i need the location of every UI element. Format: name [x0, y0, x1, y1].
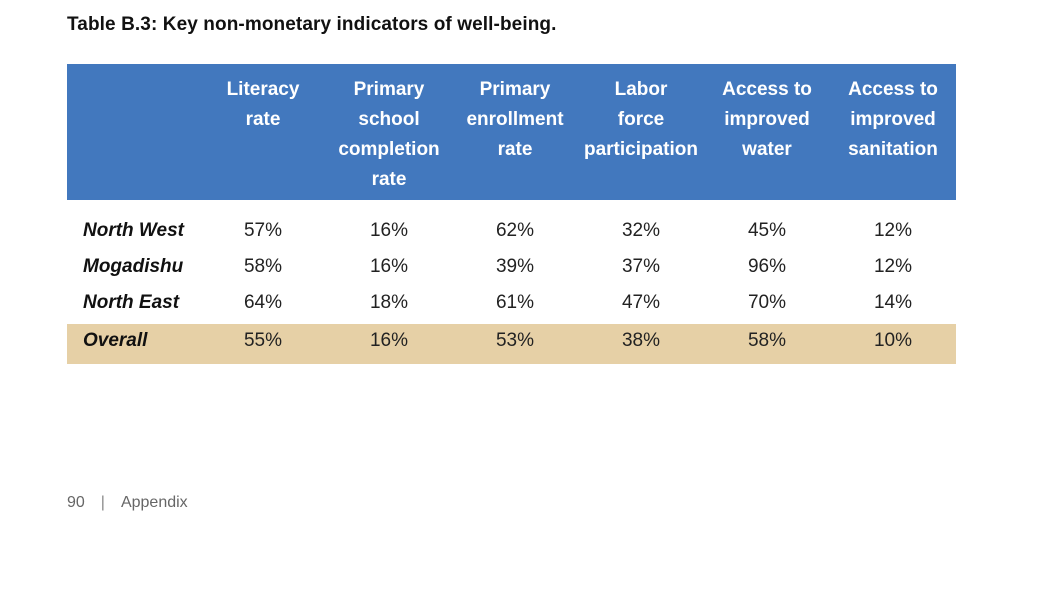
table-cell: 45%	[747, 220, 787, 241]
table-cell: 38%	[621, 330, 661, 351]
table-cell: 47%	[621, 292, 661, 313]
table-cell: 37%	[621, 256, 661, 277]
column-header-literacy: Literacy rate	[226, 79, 300, 130]
row-label: Mogadishu	[83, 256, 184, 277]
table-cell: 70%	[747, 292, 787, 313]
table-cell: 64%	[243, 292, 283, 313]
table-cell: 18%	[369, 292, 409, 313]
table-cell: 62%	[495, 220, 535, 241]
table-cell: 14%	[873, 292, 913, 313]
footer-separator: |	[100, 494, 105, 511]
table-cell: 16%	[369, 330, 409, 351]
column-header-completion: Primary school completion rate	[338, 79, 440, 190]
table-cell: 32%	[621, 220, 661, 241]
indicators-table: Literacy rate Primary school completion …	[67, 64, 956, 364]
table-cell: 53%	[495, 330, 535, 351]
table-cell: 16%	[369, 220, 409, 241]
table-row: North East 64% 18% 61% 47% 70% 14%	[67, 286, 956, 322]
table-row: North West 57% 16% 62% 32% 45% 12%	[67, 214, 956, 250]
table-cell: 16%	[369, 256, 409, 277]
table-cell: 96%	[747, 256, 787, 277]
table-row: Mogadishu 58% 16% 39% 37% 96% 12%	[67, 250, 956, 286]
column-header-enrollment: Primary enrollment rate	[466, 79, 564, 160]
column-header-labor: Labor force participation	[583, 79, 698, 160]
table-cell: 61%	[495, 292, 535, 313]
column-header-water: Access to improved water	[722, 79, 812, 160]
section-name: Appendix	[120, 494, 188, 511]
table-cell: 39%	[495, 256, 535, 277]
table-header: Literacy rate Primary school completion …	[67, 64, 956, 200]
table-cell: 12%	[873, 220, 913, 241]
table-cell: 10%	[873, 330, 913, 351]
row-label: North West	[83, 220, 184, 241]
page-footer: 90 | Appendix	[67, 494, 188, 512]
table-cell: 58%	[243, 256, 283, 277]
table-cell: 58%	[747, 330, 787, 351]
table-cell: 57%	[243, 220, 283, 241]
row-label: North East	[83, 292, 180, 313]
page-number: 90	[67, 494, 85, 511]
table-title: Table B.3: Key non-monetary indicators o…	[67, 14, 557, 35]
table-cell: 55%	[243, 330, 283, 351]
row-label: Overall	[83, 330, 148, 351]
table-row-overall: Overall 55% 16% 53% 38% 58% 10%	[67, 324, 956, 364]
table-body: North West 57% 16% 62% 32% 45% 12% Mogad…	[67, 200, 956, 364]
table-cell: 12%	[873, 256, 913, 277]
column-header-sanitation: Access to improved sanitation	[848, 79, 938, 160]
